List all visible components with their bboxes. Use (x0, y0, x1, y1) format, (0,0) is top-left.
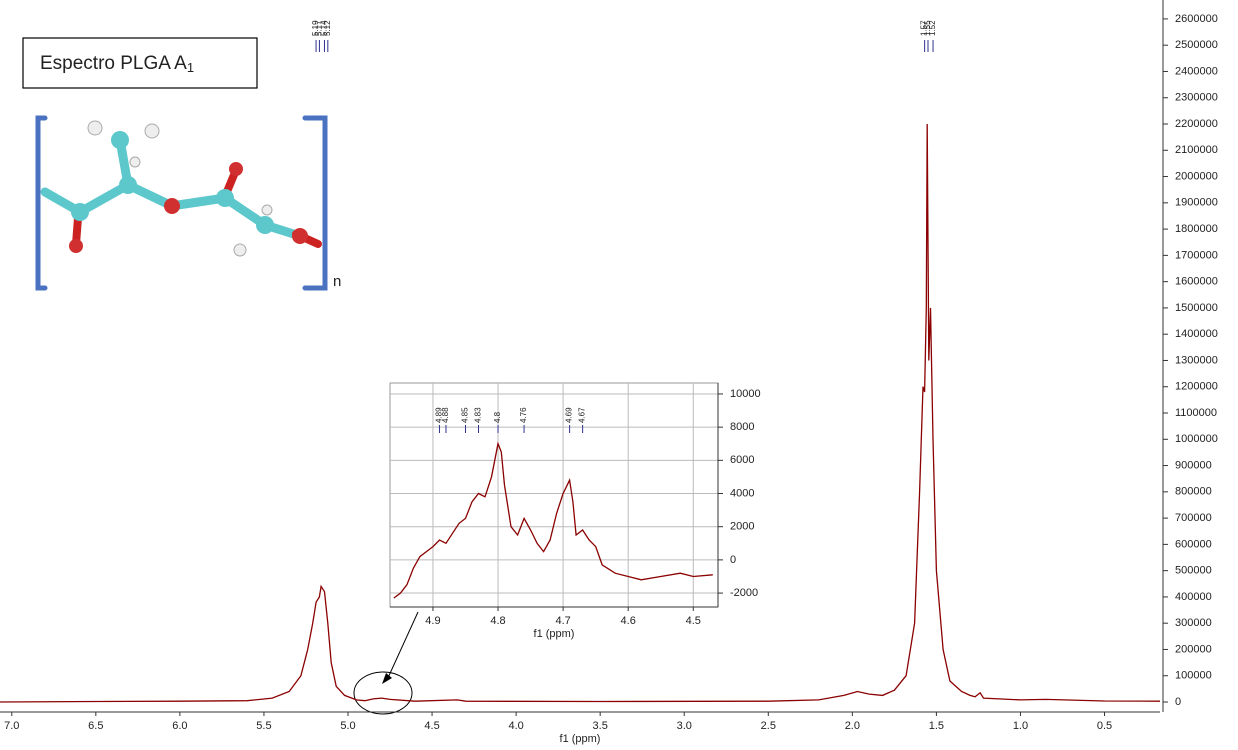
y-tick-label: 100000 (1175, 670, 1212, 682)
y-tick-label: 6000 (730, 454, 754, 466)
x-tick-label: 6.0 (172, 720, 187, 732)
peak-label: 4.83 (474, 407, 483, 423)
y-tick-label: 500000 (1175, 565, 1212, 577)
x-tick-label: 4.5 (424, 720, 439, 732)
y-tick-label: 1300000 (1175, 354, 1218, 366)
y-tick-label: 0 (730, 554, 736, 566)
x-tick-label: 4.6 (621, 615, 636, 627)
y-tick-label: 700000 (1175, 512, 1212, 524)
y-tick-label: 1500000 (1175, 302, 1218, 314)
x-tick-label: 4.9 (425, 615, 440, 627)
x-tick-label: 2.5 (761, 720, 776, 732)
x-tick-label: 6.5 (88, 720, 103, 732)
title-subscript: 1 (187, 60, 194, 75)
y-tick-label: 1900000 (1175, 197, 1218, 209)
x-tick-label: 5.5 (256, 720, 271, 732)
y-tick-label: 2000 (730, 521, 754, 533)
y-tick-label: 2400000 (1175, 65, 1218, 77)
title-text: Espectro PLGA A (40, 53, 187, 74)
y-tick-label: 1100000 (1175, 407, 1217, 419)
peak-label: 4.8 (493, 411, 502, 423)
peak-label: 1.52 (928, 20, 937, 36)
x-tick-label: 5.0 (340, 720, 355, 732)
x-tick-label: 4.0 (508, 720, 523, 732)
y-tick-label: 2000000 (1175, 170, 1218, 182)
y-tick-label: 2100000 (1175, 144, 1218, 156)
y-tick-label: 0 (1175, 696, 1181, 708)
chart: Espectro PLGA A1 n 010000020000030000040… (0, 0, 1238, 745)
y-tick-label: 1400000 (1175, 328, 1218, 340)
arrow-head (382, 673, 392, 684)
peak-label: 4.76 (519, 407, 528, 423)
plot: 0100000200000300000400000500000600000700… (0, 0, 1218, 745)
y-tick-label: 1600000 (1175, 276, 1218, 288)
zoom-circle (354, 672, 412, 714)
plot: -2000 0 2000 4000 6000 8000 10000 4.9 4.8 4.7 4.6 4… (390, 383, 761, 640)
y-tick-label: 8000 (730, 421, 754, 433)
x-tick-label: 7.0 (4, 720, 19, 732)
x-tick-label: 3.5 (593, 720, 608, 732)
x-axis-title: f1 (ppm) (534, 628, 575, 640)
zoom-arrow (387, 612, 418, 680)
y-tick-label: 2600000 (1175, 13, 1218, 25)
y-tick-label: 300000 (1175, 617, 1212, 629)
x-tick-label: 4.8 (490, 615, 505, 627)
y-tick-label: 400000 (1175, 591, 1212, 603)
x-tick-label: 2.0 (845, 720, 860, 732)
chart-title: Espectro PLGA A1 (40, 53, 194, 75)
peak-label: 4.67 (578, 407, 587, 423)
y-tick-label: 600000 (1175, 538, 1212, 550)
peak-label: 4.69 (565, 407, 574, 423)
x-tick-label: 1.5 (929, 720, 944, 732)
y-tick-label: 200000 (1175, 643, 1212, 655)
x-tick-label: 4.7 (555, 615, 570, 627)
y-tick-label: 800000 (1175, 486, 1212, 498)
y-tick-label: 2300000 (1175, 92, 1218, 104)
x-tick-label: 1.0 (1013, 720, 1028, 732)
x-tick-label: 0.5 (1097, 720, 1112, 732)
x-tick-label: 3.0 (677, 720, 692, 732)
y-tick-label: 1200000 (1175, 381, 1218, 393)
y-tick-label: 2200000 (1175, 118, 1218, 130)
peak-label: 4.85 (461, 407, 470, 423)
y-tick-label: -2000 (730, 587, 758, 599)
y-tick-label: 1800000 (1175, 223, 1218, 235)
y-tick-label: 1700000 (1175, 249, 1218, 261)
x-axis-title: f1 (ppm) (560, 733, 601, 745)
y-tick-label: 4000 (730, 487, 754, 499)
x-tick-label: 4.5 (686, 615, 701, 627)
y-tick-label: 10000 (730, 388, 761, 400)
y-tick-label: 900000 (1175, 459, 1212, 471)
molecule (38, 118, 325, 288)
repeat-unit-label: n (333, 273, 341, 290)
peak-label: 5.12 (323, 20, 332, 36)
y-tick-label: 2500000 (1175, 39, 1218, 51)
y-tick-label: 1000000 (1175, 433, 1218, 445)
peak-label: 4.88 (441, 407, 450, 423)
